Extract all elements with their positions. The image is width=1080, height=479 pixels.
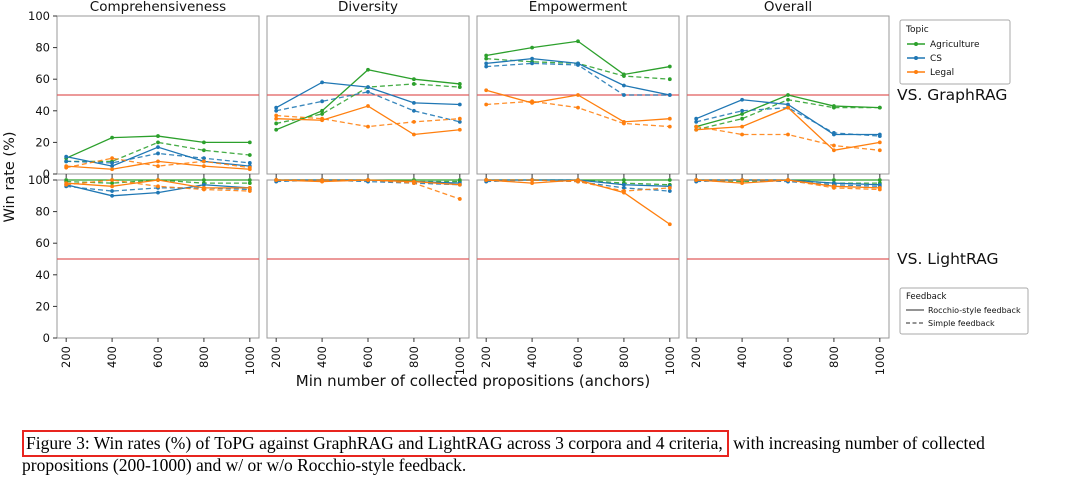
svg-text:800: 800	[827, 346, 841, 368]
svg-text:400: 400	[525, 346, 539, 368]
chart-row-vs--lightrag: 0 20 40 60 80 100 200 400 600 800 1000 200 400 600 800…	[28, 173, 998, 375]
chart-row-vs--graphrag: Comprehensiveness 0 20 40 60 80 100 Diversity Em…	[28, 0, 1007, 181]
svg-text:Rocchio-style feedback: Rocchio-style feedback	[928, 306, 1021, 315]
svg-text:VS. LightRAG: VS. LightRAG	[897, 250, 998, 268]
svg-text:1000: 1000	[663, 346, 677, 375]
svg-text:200: 200	[479, 346, 493, 368]
svg-text:Win rate (%): Win rate (%)	[2, 131, 18, 222]
svg-text:80: 80	[35, 205, 50, 219]
svg-text:200: 200	[269, 346, 283, 368]
svg-text:20: 20	[35, 299, 50, 313]
svg-text:40: 40	[35, 268, 50, 282]
panel-diversity: 200 400 600 800 1000	[266, 178, 470, 375]
win-rate-line-charts: Win rate (%) Comprehensiveness 0 20 40 60 80 10…	[2, 0, 1029, 390]
svg-text:600: 600	[571, 346, 585, 368]
svg-text:80: 80	[35, 41, 50, 55]
panel-overall: Overall	[686, 0, 890, 178]
svg-text:Overall: Overall	[764, 0, 812, 15]
svg-text:100: 100	[28, 173, 50, 187]
svg-text:600: 600	[781, 346, 795, 368]
svg-text:200: 200	[59, 346, 73, 368]
svg-text:800: 800	[407, 346, 421, 368]
svg-text:600: 600	[361, 346, 375, 368]
svg-text:60: 60	[35, 72, 50, 86]
svg-text:VS. GraphRAG: VS. GraphRAG	[897, 86, 1007, 104]
svg-text:Empowerment: Empowerment	[529, 0, 627, 15]
svg-text:Agriculture: Agriculture	[930, 40, 980, 50]
svg-text:800: 800	[617, 346, 631, 368]
panel-empowerment: 200 400 600 800 1000	[476, 178, 680, 375]
panel-comprehensiveness: Comprehensiveness 0 20 40 60 80 100	[28, 0, 260, 181]
svg-text:600: 600	[151, 346, 165, 368]
svg-text:60: 60	[35, 236, 50, 250]
svg-text:Feedback: Feedback	[906, 292, 947, 302]
caption-rest-text: with increasing number of collected prop…	[22, 433, 985, 476]
svg-text:400: 400	[105, 346, 119, 368]
svg-text:40: 40	[35, 104, 50, 118]
svg-text:400: 400	[315, 346, 329, 368]
svg-text:CS: CS	[930, 54, 942, 64]
panel-comprehensiveness: 0 20 40 60 80 100 200 400 600 800 1000	[28, 173, 260, 375]
panel-diversity: Diversity	[266, 0, 470, 178]
caption-boxed-text: Figure 3: Win rates (%) of ToPG against …	[26, 433, 723, 453]
svg-text:200: 200	[689, 346, 703, 368]
svg-text:Comprehensiveness: Comprehensiveness	[90, 0, 226, 15]
svg-text:800: 800	[197, 346, 211, 368]
legend-feedback: Feedback Rocchio-style feedback Simple fee…	[899, 287, 1029, 335]
svg-text:400: 400	[735, 346, 749, 368]
svg-text:Simple feedback: Simple feedback	[928, 319, 995, 328]
svg-text:Min number of collected propos: Min number of collected propositions (an…	[296, 372, 650, 390]
svg-text:100: 100	[28, 9, 50, 23]
svg-text:0: 0	[43, 331, 50, 345]
svg-text:0: 0	[43, 167, 50, 181]
caption-red-highlight-box: Figure 3: Win rates (%) of ToPG against …	[22, 430, 729, 457]
svg-text:20: 20	[35, 135, 50, 149]
panel-empowerment: Empowerment	[476, 0, 680, 178]
svg-text:1000: 1000	[453, 346, 467, 375]
figure-caption: Figure 3: Win rates (%) of ToPG against …	[22, 430, 1056, 476]
svg-text:1000: 1000	[873, 346, 887, 375]
svg-text:Topic: Topic	[905, 25, 929, 35]
svg-text:Diversity: Diversity	[338, 0, 398, 15]
panel-overall: 200 400 600 800 1000	[686, 178, 890, 375]
svg-text:Legal: Legal	[930, 68, 954, 78]
svg-text:1000: 1000	[243, 346, 257, 375]
